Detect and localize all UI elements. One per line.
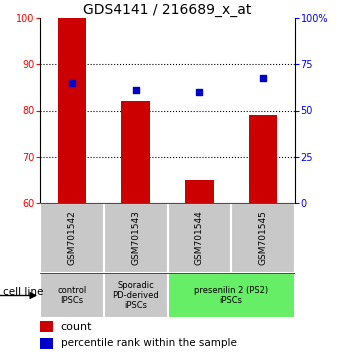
Text: GSM701544: GSM701544 [195,211,204,266]
Point [69,80,74,86]
Text: presenilin 2 (PS2)
iPSCs: presenilin 2 (PS2) iPSCs [194,286,268,305]
Bar [121,101,150,203]
Title: GDS4141 / 216689_x_at: GDS4141 / 216689_x_at [83,3,252,17]
Bar [168,203,231,273]
Bar [57,18,86,203]
Bar [185,180,214,203]
Bar [104,203,168,273]
Bar [249,115,277,203]
Bar [40,338,53,349]
Bar [40,203,104,273]
Point [260,75,266,81]
Text: control
IPSCs: control IPSCs [57,286,86,305]
Text: GSM701543: GSM701543 [131,211,140,266]
Text: count: count [61,321,92,331]
Bar [231,203,295,273]
Point [133,87,138,92]
Text: GSM701542: GSM701542 [67,211,76,266]
Bar [40,273,104,318]
Text: percentile rank within the sample: percentile rank within the sample [61,338,237,348]
Bar [40,321,53,332]
Bar [104,273,168,318]
Point [197,89,202,95]
Text: Sporadic
PD-derived
iPSCs: Sporadic PD-derived iPSCs [112,281,159,310]
Bar [168,273,295,318]
Text: cell line: cell line [3,287,44,297]
Text: GSM701545: GSM701545 [259,211,268,266]
